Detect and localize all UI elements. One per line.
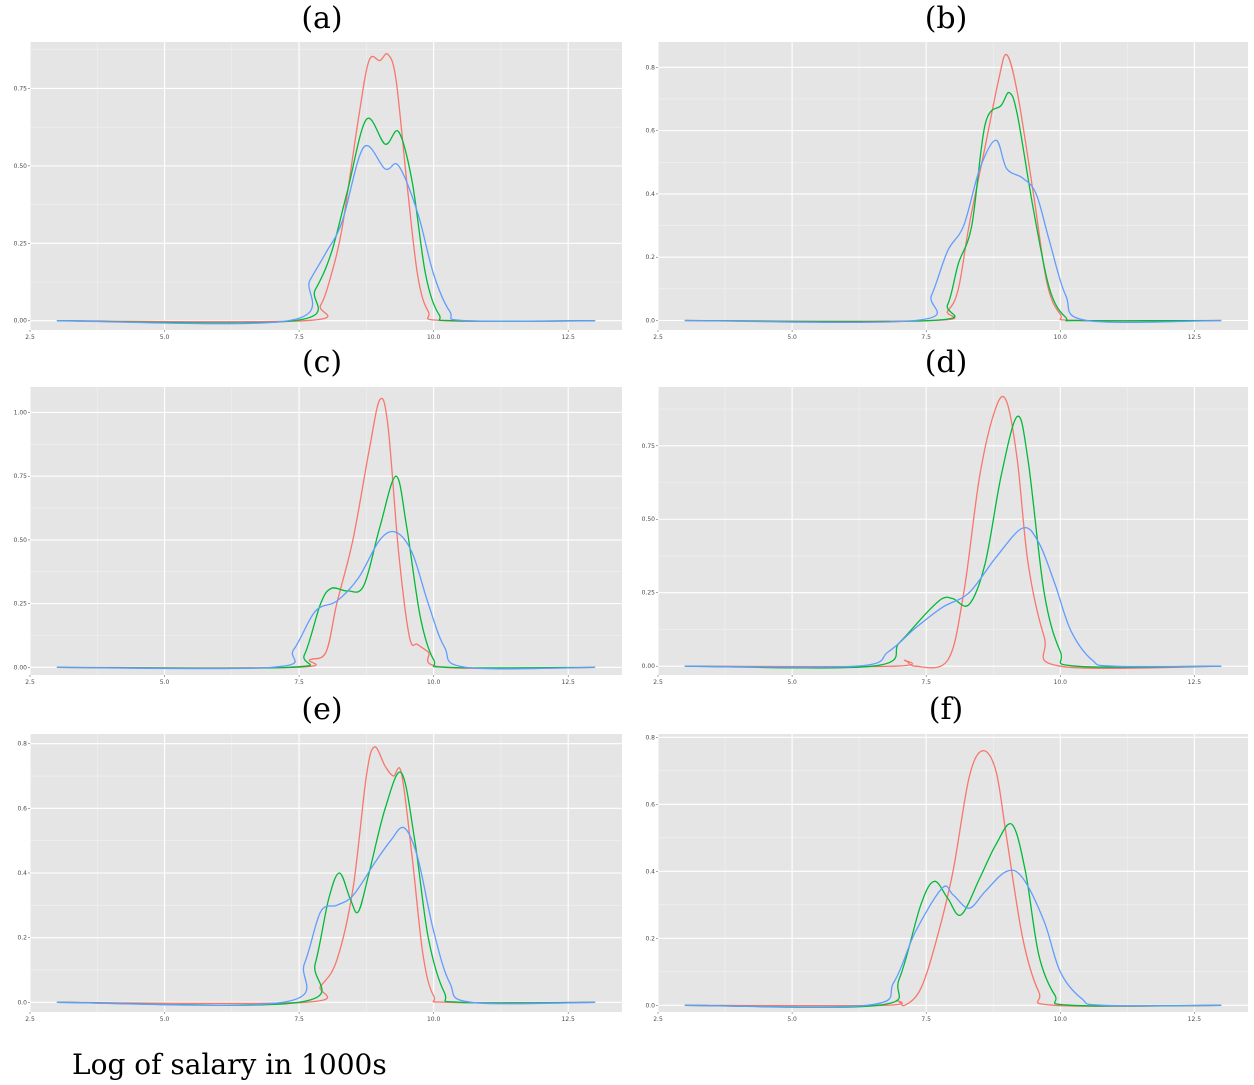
plot-background	[658, 387, 1248, 675]
panel-title-c: (c)	[301, 345, 343, 380]
y-tick-label: 0.4	[645, 191, 655, 198]
y-tick-label: 0.50	[642, 516, 656, 523]
x-tick-label: 7.5	[921, 334, 931, 341]
x-tick-label: 12.5	[1188, 1016, 1202, 1023]
y-tick-label: 0.00	[642, 663, 656, 670]
y-tick-label: 0.50	[14, 163, 28, 170]
x-tick-label: 10.0	[1054, 334, 1068, 341]
plot-background	[30, 42, 622, 330]
x-tick-label: 10.0	[427, 679, 441, 686]
y-tick-label: 1.00	[14, 409, 28, 416]
x-tick-label: 2.5	[25, 334, 35, 341]
density-line-red	[56, 397, 596, 670]
density-chart-b: 2.5 5.0 7.5 10.0 12.5 0.0 0.2 0.4 0.6 0.8	[645, 42, 1248, 341]
x-tick-label: 2.5	[25, 1016, 35, 1023]
x-tick-label: 2.5	[653, 679, 663, 686]
x-tick-label: 12.5	[1188, 679, 1202, 686]
x-tick-label: 10.0	[1054, 1016, 1068, 1023]
y-tick-label: 0.8	[17, 741, 27, 748]
density-line-blue	[684, 869, 1222, 1008]
density-line-red	[56, 746, 596, 1005]
density-chart-f: 2.5 5.0 7.5 10.0 12.5 0.0 0.2 0.4 0.6 0.8	[645, 734, 1248, 1023]
y-tick-label: 0.25	[14, 240, 28, 247]
y-tick-label: 0.00	[14, 318, 28, 325]
x-tick-label: 5.0	[160, 334, 170, 341]
y-tick-label: 0.8	[645, 734, 655, 741]
x-tick-label: 7.5	[294, 334, 304, 341]
y-tick-label: 0.25	[14, 601, 28, 608]
y-tick-label: 0.6	[17, 805, 27, 812]
x-tick-label: 10.0	[1054, 679, 1068, 686]
x-tick-label: 5.0	[787, 1016, 797, 1023]
y-tick-label: 0.6	[645, 128, 655, 135]
density-line-blue	[56, 144, 596, 325]
y-tick-label: 0.75	[14, 473, 28, 480]
plot-background	[30, 387, 622, 675]
y-tick-label: 0.0	[17, 999, 27, 1006]
density-line-blue	[56, 826, 596, 1006]
panel-title-f: (f)	[928, 692, 964, 727]
density-chart-e: 2.5 5.0 7.5 10.0 12.5 0.0 0.2 0.4 0.6 0.8	[17, 734, 622, 1023]
density-line-red	[684, 53, 1222, 322]
panel-title-a: (a)	[301, 1, 343, 36]
panel-title-d: (d)	[924, 345, 968, 380]
x-tick-label: 7.5	[921, 679, 931, 686]
y-tick-label: 0.2	[645, 254, 655, 261]
density-line-green	[684, 91, 1222, 323]
y-tick-label: 0.4	[17, 870, 27, 877]
y-tick-label: 0.50	[14, 537, 28, 544]
x-tick-label: 2.5	[653, 1016, 663, 1023]
y-tick-label: 0.2	[645, 935, 655, 942]
y-tick-label: 0.2	[17, 935, 27, 942]
x-tick-label: 7.5	[294, 1016, 304, 1023]
x-tick-label: 7.5	[921, 1016, 931, 1023]
x-tick-label: 12.5	[1188, 334, 1202, 341]
density-line-green	[56, 475, 596, 669]
x-tick-label: 12.5	[562, 679, 576, 686]
panel-title-e: (e)	[301, 692, 343, 727]
x-tick-label: 5.0	[160, 1016, 170, 1023]
plot-background	[658, 42, 1248, 330]
density-chart-c: 2.5 5.0 7.5 10.0 12.5 0.00 0.25 0.50 0.75 1.00	[14, 387, 622, 686]
x-tick-label: 7.5	[294, 679, 304, 686]
x-tick-label: 5.0	[787, 334, 797, 341]
x-tick-label: 5.0	[160, 679, 170, 686]
y-tick-label: 0.6	[645, 801, 655, 808]
y-tick-label: 0.25	[642, 590, 656, 597]
x-tick-label: 12.5	[562, 1016, 576, 1023]
density-chart-a: 2.5 5.0 7.5 10.0 12.5 0.00 0.25 0.50 0.75	[14, 42, 622, 341]
y-tick-label: 0.0	[645, 1002, 655, 1009]
density-line-blue	[684, 139, 1222, 324]
density-line-blue	[684, 526, 1222, 668]
x-axis-footer-label: Log of salary in 1000s	[72, 1048, 387, 1081]
y-tick-label: 0.75	[642, 443, 656, 450]
y-tick-label: 0.0	[645, 318, 655, 325]
x-tick-label: 5.0	[787, 679, 797, 686]
x-tick-label: 10.0	[427, 334, 441, 341]
density-line-green	[56, 771, 596, 1006]
y-tick-label: 0.00	[14, 664, 28, 671]
density-chart-d: 2.5 5.0 7.5 10.0 12.5 0.00 0.25 0.50 0.75	[642, 387, 1248, 686]
x-tick-label: 12.5	[562, 334, 576, 341]
y-tick-label: 0.75	[14, 85, 28, 92]
density-line-blue	[56, 530, 596, 670]
density-line-green	[56, 117, 596, 324]
density-line-red	[56, 53, 596, 323]
x-tick-label: 10.0	[427, 1016, 441, 1023]
density-line-green	[684, 822, 1222, 1008]
y-tick-label: 0.8	[645, 64, 655, 71]
y-tick-label: 0.4	[645, 868, 655, 875]
x-tick-label: 2.5	[25, 679, 35, 686]
x-tick-label: 2.5	[653, 334, 663, 341]
density-line-red	[684, 395, 1222, 669]
panel-title-b: (b)	[924, 1, 968, 36]
